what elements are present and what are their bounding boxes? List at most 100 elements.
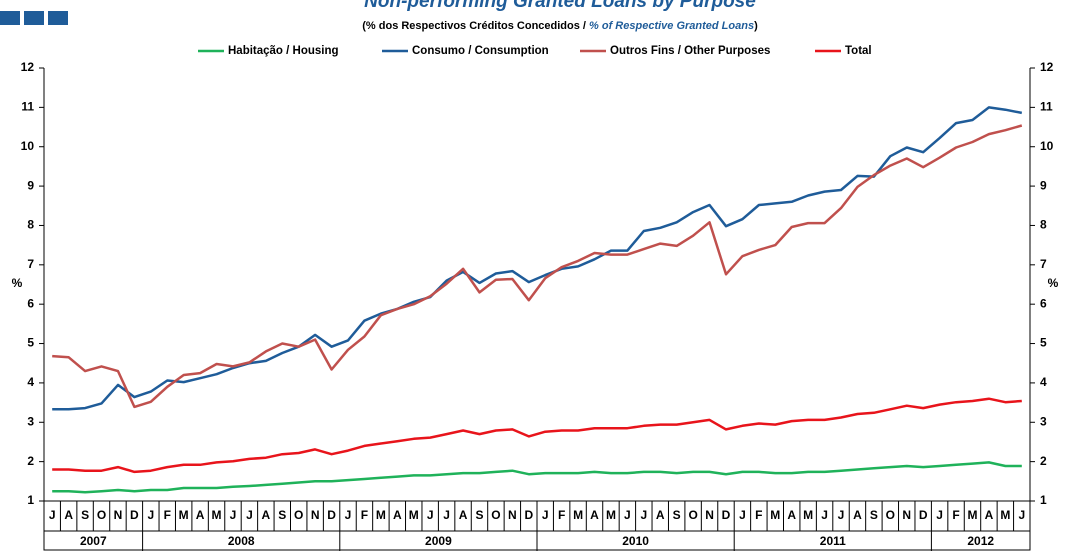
x-tick-label: J: [624, 508, 631, 522]
x-tick-label: J: [936, 508, 943, 522]
y-tick-label: 2: [27, 454, 34, 468]
y-tick-label: 10: [21, 139, 35, 153]
x-tick-label: M: [606, 508, 616, 522]
x-tick-label: J: [230, 508, 237, 522]
year-label: 2007: [80, 534, 107, 548]
x-tick-label: M: [376, 508, 386, 522]
x-tick-label: M: [967, 508, 977, 522]
x-tick-label: O: [491, 508, 500, 522]
y-tick-label: 8: [27, 218, 34, 232]
y2-tick-label: 4: [1040, 375, 1047, 389]
legend-label: Total: [845, 45, 872, 57]
x-tick-label: S: [81, 508, 89, 522]
x-tick-label: A: [262, 508, 271, 522]
x-tick-label: A: [64, 508, 73, 522]
x-tick-label: S: [673, 508, 681, 522]
x-tick-label: A: [656, 508, 665, 522]
year-label: 2010: [622, 534, 649, 548]
subtitle-close: ): [754, 20, 758, 32]
y2-tick-label: 3: [1040, 414, 1047, 428]
y-tick-label: 7: [27, 257, 34, 271]
x-tick-label: D: [524, 508, 533, 522]
y2-tick-label: 11: [1040, 100, 1053, 114]
x-tick-label: J: [443, 508, 450, 522]
legend-label: Consumo / Consumption: [412, 45, 549, 57]
x-tick-label: D: [722, 508, 731, 522]
y2-tick-label: 7: [1040, 257, 1047, 271]
x-tick-label: J: [345, 508, 352, 522]
x-tick-label: O: [294, 508, 303, 522]
x-tick-label: J: [427, 508, 434, 522]
x-tick-label: J: [739, 508, 746, 522]
x-tick-label: N: [705, 508, 714, 522]
x-tick-label: M: [803, 508, 813, 522]
y-tick-label: 4: [27, 375, 34, 389]
x-tick-label: J: [246, 508, 253, 522]
x-tick-label: D: [130, 508, 139, 522]
y2-axis-label: %: [1048, 276, 1059, 290]
x-tick-label: J: [542, 508, 549, 522]
series-line: [52, 461, 1022, 494]
series-line: [52, 397, 1022, 474]
x-tick-label: J: [49, 508, 56, 522]
chart-title: Non-performing Granted Loans by Purpose: [364, 0, 756, 12]
x-tick-label: F: [558, 508, 565, 522]
legend-label: Habitação / Housing: [228, 45, 339, 57]
x-tick-label: J: [640, 508, 647, 522]
x-tick-label: S: [278, 508, 286, 522]
x-tick-label: A: [393, 508, 402, 522]
year-label: 2011: [820, 534, 846, 548]
x-tick-label: O: [97, 508, 106, 522]
subtitle-pt: (% dos Respectivos Créditos Concedidos /: [362, 20, 589, 32]
series-line: [52, 106, 1023, 411]
x-tick-label: D: [919, 508, 928, 522]
x-tick-label: M: [1000, 508, 1010, 522]
x-tick-label: O: [688, 508, 697, 522]
x-tick-label: N: [902, 508, 911, 522]
year-label: 2008: [228, 534, 255, 548]
x-tick-label: S: [870, 508, 878, 522]
x-tick-label: M: [409, 508, 419, 522]
x-tick-label: S: [475, 508, 483, 522]
x-tick-label: A: [459, 508, 468, 522]
x-tick-label: A: [853, 508, 862, 522]
x-tick-label: A: [196, 508, 205, 522]
y2-tick-label: 2: [1040, 454, 1047, 468]
x-tick-label: O: [886, 508, 895, 522]
y-tick-label: 1: [27, 493, 34, 507]
logo: [0, 11, 68, 25]
y2-tick-label: 5: [1040, 336, 1047, 350]
y-tick-label: 11: [21, 100, 34, 114]
x-tick-label: D: [327, 508, 336, 522]
x-tick-label: F: [755, 508, 762, 522]
year-label: 2012: [967, 534, 994, 548]
x-tick-label: J: [821, 508, 828, 522]
x-tick-label: N: [311, 508, 320, 522]
series-line: [52, 124, 1023, 409]
chart-subtitle: (% dos Respectivos Créditos Concedidos /…: [362, 20, 758, 32]
y2-tick-label: 12: [1040, 60, 1054, 74]
x-tick-label: M: [573, 508, 583, 522]
x-tick-label: J: [147, 508, 154, 522]
x-tick-label: J: [838, 508, 845, 522]
y2-tick-label: 6: [1040, 296, 1047, 310]
x-tick-label: J: [1018, 508, 1025, 522]
x-tick-label: F: [361, 508, 368, 522]
y2-tick-label: 1: [1040, 493, 1047, 507]
x-tick-label: F: [952, 508, 959, 522]
x-tick-label: A: [590, 508, 599, 522]
x-tick-label: M: [212, 508, 222, 522]
x-tick-label: M: [770, 508, 780, 522]
legend-label: Outros Fins / Other Purposes: [610, 45, 770, 57]
y-tick-label: 3: [27, 414, 34, 428]
x-tick-label: N: [508, 508, 517, 522]
year-label: 2009: [425, 534, 452, 548]
y2-tick-label: 9: [1040, 178, 1047, 192]
x-tick-label: M: [179, 508, 189, 522]
x-tick-label: A: [985, 508, 994, 522]
y2-tick-label: 10: [1040, 139, 1054, 153]
y-tick-label: 5: [27, 336, 34, 350]
y-tick-label: 12: [21, 60, 35, 74]
y-tick-label: 9: [27, 178, 34, 192]
